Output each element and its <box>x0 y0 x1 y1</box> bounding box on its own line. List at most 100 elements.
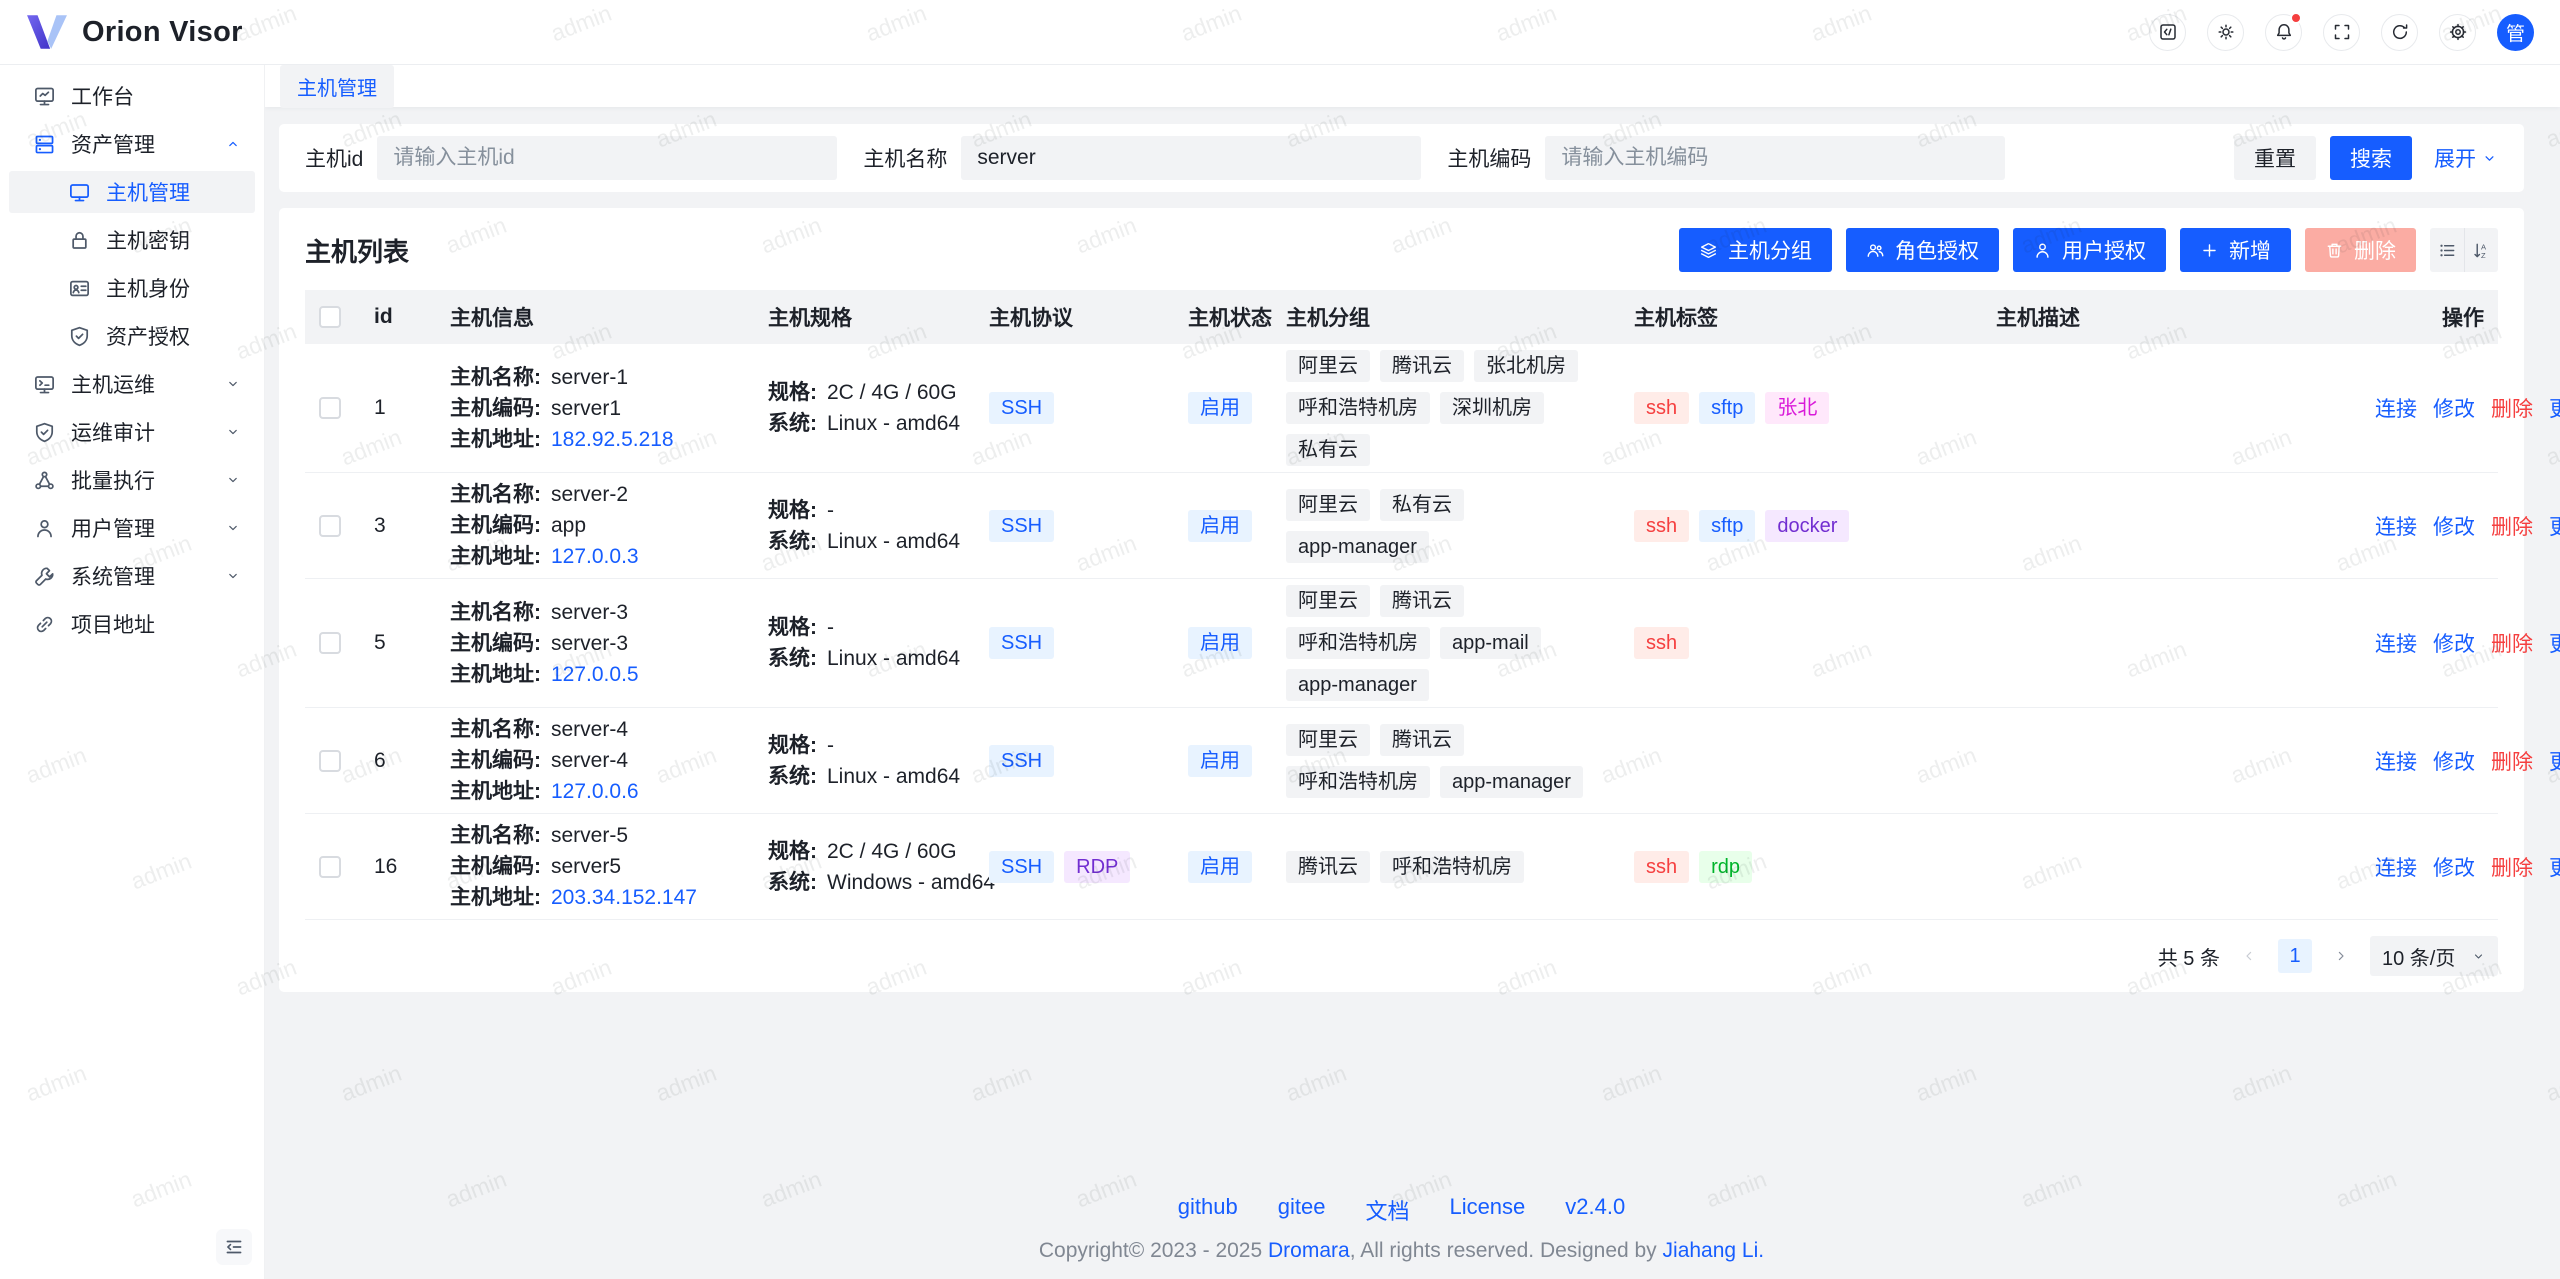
expand-toggle[interactable]: 展开 <box>2434 143 2498 173</box>
connect-action-link[interactable]: 连接 <box>2375 633 2417 656</box>
sidebar-item-system-manage[interactable]: 系统管理 <box>9 555 255 597</box>
page-size-select[interactable]: 10 条/页 <box>2370 936 2498 976</box>
filter-input-host-name[interactable] <box>961 136 1422 180</box>
sidebar-item-project-link[interactable]: 项目地址 <box>9 603 255 645</box>
more-action-link[interactable]: 更多 <box>2549 398 2560 421</box>
cell-id: 5 <box>360 578 436 708</box>
sidebar-item-host-identity[interactable]: 主机身份 <box>9 267 255 309</box>
delete-action-link[interactable]: 删除 <box>2491 633 2533 656</box>
info-line: 主机地址: 127.0.0.3 <box>450 541 740 572</box>
sidebar-item-ops-audit[interactable]: 运维审计 <box>9 411 255 453</box>
add-button[interactable]: 新增 <box>2180 228 2291 272</box>
info-label: 主机编码: <box>450 514 541 537</box>
sidebar-item-label: 运维审计 <box>71 422 155 445</box>
delete-action-link[interactable]: 删除 <box>2491 750 2533 774</box>
edit-action-link[interactable]: 修改 <box>2433 633 2475 656</box>
next-page-button[interactable] <box>2326 941 2356 971</box>
filter-input-host-code[interactable] <box>1545 136 2006 180</box>
host-address-link[interactable]: 127.0.0.3 <box>551 545 639 568</box>
sidebar-collapse-button[interactable] <box>216 1229 252 1265</box>
cell-host-tags: ssh sftp docker <box>1620 472 1982 579</box>
footer-link-github[interactable]: github <box>1177 1194 1238 1219</box>
edit-action-link[interactable]: 修改 <box>2433 750 2475 774</box>
more-action-link[interactable]: 更多 <box>2549 515 2560 539</box>
sidebar-item-host-manage[interactable]: 主机管理 <box>9 171 255 213</box>
info-label: 规格: <box>768 616 817 639</box>
cell-host-spec: 规格: - 系统: Linux - amd64 <box>754 707 975 814</box>
info-label: 系统: <box>768 764 817 788</box>
chevron-down-icon <box>2471 949 2486 964</box>
footer-link-version[interactable]: v2.4.0 <box>1565 1194 1626 1219</box>
prev-page-button[interactable] <box>2234 941 2264 971</box>
row-checkbox[interactable] <box>319 514 341 537</box>
delete-action-link[interactable]: 删除 <box>2491 856 2533 880</box>
connect-action-link[interactable]: 连接 <box>2375 515 2417 539</box>
cell-description <box>1982 813 2345 920</box>
more-action-link[interactable]: 更多 <box>2549 856 2560 880</box>
copyright-link[interactable]: Dromara <box>1268 1239 1350 1262</box>
user-avatar[interactable]: 管 <box>2497 13 2534 51</box>
host-address-link[interactable]: 182.92.5.218 <box>551 427 674 451</box>
copyright-link[interactable]: Jiahang Li. <box>1662 1239 1765 1262</box>
delete-action-link[interactable]: 删除 <box>2491 398 2533 421</box>
edit-action-link[interactable]: 修改 <box>2433 856 2475 880</box>
page-1-button[interactable]: 1 <box>2278 939 2312 973</box>
row-checkbox[interactable] <box>319 397 341 420</box>
group-tag: 阿里云 <box>1286 350 1370 382</box>
host-address-link[interactable]: 203.34.152.147 <box>551 886 697 909</box>
theme-button[interactable] <box>2207 13 2244 51</box>
row-checkbox[interactable] <box>319 855 341 878</box>
tab-host-manage[interactable]: 主机管理 <box>280 64 394 108</box>
delete-action-link[interactable]: 删除 <box>2491 515 2533 539</box>
host-address-link[interactable]: 127.0.0.5 <box>551 662 639 686</box>
refresh-button[interactable] <box>2381 13 2418 51</box>
edit-action-link[interactable]: 修改 <box>2433 515 2475 539</box>
sidebar-item-asset-manage[interactable]: 资产管理 <box>9 123 255 165</box>
sidebar-item-asset-grant[interactable]: 资产授权 <box>9 315 255 357</box>
table-density-button[interactable] <box>2430 228 2464 272</box>
group-tag: 私有云 <box>1286 434 1370 466</box>
sidebar-menu: 工作台资产管理主机管理主机密钥主机身份资产授权主机运维运维审计批量执行用户管理系… <box>0 65 264 661</box>
reset-button[interactable]: 重置 <box>2234 136 2316 180</box>
settings-button[interactable] <box>2439 13 2476 51</box>
user-grant-button[interactable]: 用户授权 <box>2013 228 2166 272</box>
info-value: Linux - amd64 <box>827 412 961 435</box>
row-checkbox[interactable] <box>319 749 341 772</box>
code-button[interactable] <box>2149 13 2186 51</box>
host-tag: sftp <box>1699 509 1756 542</box>
sidebar-item-workbench[interactable]: 工作台 <box>9 75 255 117</box>
sidebar-item-batch-exec[interactable]: 批量执行 <box>9 459 255 501</box>
sidebar-item-user-manage[interactable]: 用户管理 <box>9 507 255 549</box>
host-address-link[interactable]: 127.0.0.6 <box>551 780 639 803</box>
edit-action-link[interactable]: 修改 <box>2433 398 2475 421</box>
connect-action-link[interactable]: 连接 <box>2375 398 2417 421</box>
notifications-button[interactable] <box>2265 11 2302 51</box>
footer-link-docs[interactable]: 文档 <box>1365 1199 1410 1224</box>
select-all-checkbox[interactable] <box>319 306 341 329</box>
sidebar-item-label: 批量执行 <box>71 470 155 493</box>
fullscreen-button[interactable] <box>2323 13 2360 51</box>
connect-action-link[interactable]: 连接 <box>2375 856 2417 880</box>
more-action-link[interactable]: 更多 <box>2549 750 2560 774</box>
search-button[interactable]: 搜索 <box>2330 136 2412 180</box>
row-checkbox[interactable] <box>319 632 341 655</box>
more-action-link[interactable]: 更多 <box>2549 633 2560 656</box>
app-logo[interactable]: Orion Visor <box>26 14 243 50</box>
filter-input-host-id[interactable] <box>377 136 838 180</box>
status-tag: 启用 <box>1188 509 1252 542</box>
role-grant-button[interactable]: 角色授权 <box>1846 228 1999 272</box>
sidebar-item-host-key[interactable]: 主机密钥 <box>9 219 255 261</box>
delete-button[interactable]: 删除 <box>2305 228 2416 272</box>
row-checkbox-cell <box>305 344 360 473</box>
workbench-icon <box>33 85 56 108</box>
sidebar-item-host-ops[interactable]: 主机运维 <box>9 363 255 405</box>
connect-action-link[interactable]: 连接 <box>2375 750 2417 774</box>
column-header-5: 主机分组 <box>1272 290 1620 344</box>
footer-link-license[interactable]: License <box>1449 1194 1526 1219</box>
host-group-button[interactable]: 主机分组 <box>1679 228 1832 272</box>
info-label: 规格: <box>768 498 817 522</box>
host-tag: ssh <box>1634 850 1690 883</box>
role-grant-button-label: 角色授权 <box>1895 240 1979 263</box>
footer-link-gitee[interactable]: gitee <box>1277 1194 1326 1219</box>
